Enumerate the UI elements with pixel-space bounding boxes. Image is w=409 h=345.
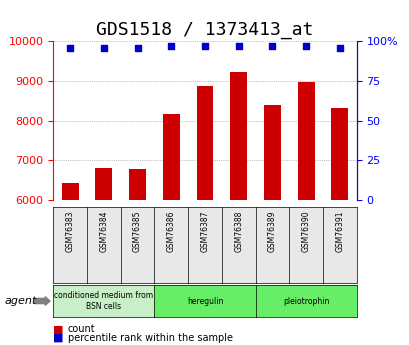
Bar <box>162 114 179 200</box>
Point <box>67 45 73 50</box>
Text: ■: ■ <box>53 325 64 334</box>
Text: pleiotrophin: pleiotrophin <box>282 296 328 306</box>
Text: agent: agent <box>4 296 36 306</box>
Bar <box>330 108 347 200</box>
Text: percentile rank within the sample: percentile rank within the sample <box>67 333 232 343</box>
Text: GSM76390: GSM76390 <box>301 211 310 253</box>
Text: GDS1518 / 1373413_at: GDS1518 / 1373413_at <box>96 21 313 39</box>
Bar <box>230 72 247 200</box>
Point <box>100 45 107 50</box>
Point <box>336 45 342 50</box>
Bar <box>95 168 112 200</box>
Text: GSM76386: GSM76386 <box>166 211 175 252</box>
Text: conditioned medium from
BSN cells: conditioned medium from BSN cells <box>54 291 153 311</box>
Point <box>201 43 208 49</box>
Text: GSM76389: GSM76389 <box>267 211 276 252</box>
Point <box>302 43 309 49</box>
Text: count: count <box>67 325 95 334</box>
Bar <box>196 86 213 200</box>
Text: GSM76385: GSM76385 <box>133 211 142 252</box>
Bar <box>263 105 280 200</box>
Bar <box>129 169 146 200</box>
Text: GSM76387: GSM76387 <box>200 211 209 252</box>
Point <box>134 45 141 50</box>
Text: GSM76391: GSM76391 <box>335 211 344 252</box>
Bar <box>297 82 314 200</box>
Text: GSM76384: GSM76384 <box>99 211 108 252</box>
Point <box>168 43 174 49</box>
Text: ■: ■ <box>53 333 64 343</box>
Text: GSM76383: GSM76383 <box>65 211 74 252</box>
Point <box>235 43 241 49</box>
Bar <box>62 184 79 200</box>
Text: heregulin: heregulin <box>187 296 222 306</box>
Text: GSM76388: GSM76388 <box>234 211 243 252</box>
Point <box>268 43 275 49</box>
